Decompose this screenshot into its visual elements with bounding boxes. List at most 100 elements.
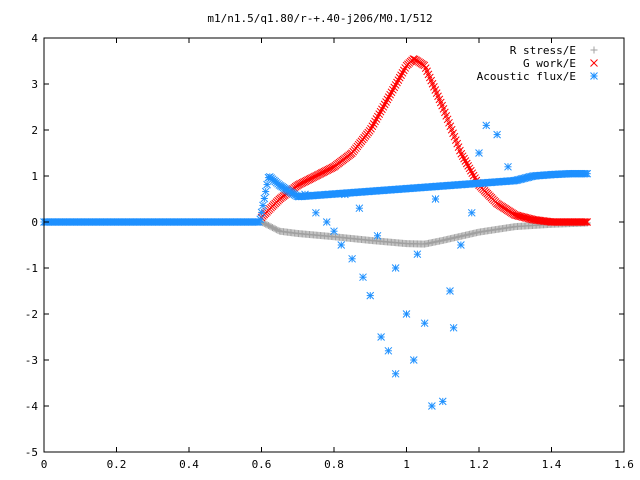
data-point [367, 124, 375, 133]
data-point [467, 208, 476, 217]
data-point [431, 195, 440, 203]
data-point [379, 102, 388, 111]
data-point [259, 201, 267, 210]
data-point [380, 100, 389, 109]
data-point [371, 117, 379, 126]
y-tick-label: -1 [25, 262, 38, 275]
legend-marker [590, 59, 598, 67]
x-tick-label: 0.4 [179, 458, 199, 471]
data-point [366, 291, 375, 300]
data-point [390, 83, 399, 92]
data-point [409, 55, 418, 63]
data-point [581, 218, 590, 226]
axis-layer: 0 0.2 0.4 0.6 0.8 1 1.2 1.4 1.6 4 3 2 1 0 -1 -2 -3 -4 -5 [25, 32, 634, 471]
data-point [389, 85, 397, 94]
data-point [260, 194, 269, 203]
data-point [377, 333, 385, 341]
x-tick-label: 0 [41, 458, 48, 471]
data-point [482, 121, 491, 130]
data-point [402, 310, 411, 318]
y-tick-label: 2 [31, 124, 38, 137]
data-point [467, 166, 475, 175]
legend-label: Acoustic flux/E [477, 70, 576, 83]
data-point [387, 88, 396, 97]
data-point [462, 159, 471, 168]
legend-label: R stress/E [510, 44, 576, 57]
data-point [475, 149, 483, 157]
data-point [372, 115, 381, 123]
data-point [583, 218, 592, 226]
data-point [397, 71, 405, 80]
data-point [391, 369, 400, 378]
data-point [256, 215, 265, 224]
data-point [398, 68, 407, 77]
data-point [378, 105, 386, 114]
y-tick-label: -5 [25, 446, 38, 459]
legend-marker [590, 72, 598, 80]
data-point [373, 112, 382, 121]
data-point [301, 190, 309, 199]
data-point [322, 218, 331, 226]
data-point [395, 73, 404, 82]
data-point [391, 81, 400, 89]
data-point [409, 356, 418, 364]
data-point [257, 208, 266, 217]
data-point [365, 126, 374, 135]
data-point [468, 169, 477, 178]
x-tick-label: 1.6 [614, 458, 634, 471]
data-point [469, 171, 478, 180]
data-point [465, 164, 474, 173]
series-layer [40, 55, 592, 410]
x-tick-label: 1.4 [542, 458, 562, 471]
y-tick-label: 3 [31, 78, 38, 91]
data-point [457, 241, 465, 249]
data-point [384, 346, 393, 355]
y-tick-label: 1 [31, 170, 38, 183]
data-point [383, 95, 392, 104]
y-tick-label: 4 [31, 32, 38, 45]
data-point [391, 264, 400, 272]
data-point [359, 273, 367, 282]
x-tick-label: 0.8 [324, 458, 344, 471]
data-point [420, 319, 429, 328]
data-point [330, 227, 338, 236]
chart-title: m1/n1.5/q1.80/r-+.40-j206/M0.1/512 [207, 12, 432, 25]
data-point [341, 190, 349, 199]
data-point [464, 162, 472, 170]
data-point [386, 90, 394, 99]
data-point [373, 231, 382, 240]
data-point [460, 154, 468, 163]
data-point [261, 187, 270, 196]
x-tick-label: 1.2 [469, 458, 489, 471]
data-point [446, 287, 454, 295]
data-point [438, 397, 447, 406]
data-point [368, 122, 377, 131]
data-point [428, 402, 436, 410]
data-point [393, 78, 401, 87]
data-point [312, 208, 320, 217]
data-point [384, 93, 393, 101]
data-point [348, 254, 356, 263]
y-tick-label: 0 [31, 216, 38, 229]
data-point [493, 130, 501, 139]
y-tick-label: -4 [25, 400, 39, 413]
data-point [504, 162, 512, 171]
data-point [401, 64, 410, 72]
x-tick-label: 1 [403, 458, 410, 471]
x-tick-label: 0.2 [107, 458, 127, 471]
data-point [583, 169, 592, 178]
data-point [399, 66, 408, 75]
series-acoustic-flux-e [40, 121, 592, 410]
data-point [449, 323, 458, 332]
data-point [382, 98, 390, 106]
data-point [394, 76, 403, 84]
data-point [413, 250, 422, 259]
data-point [369, 119, 378, 128]
x-tick-label: 0.6 [252, 458, 272, 471]
data-point [457, 149, 466, 158]
data-point [458, 152, 467, 161]
data-point [461, 157, 470, 165]
